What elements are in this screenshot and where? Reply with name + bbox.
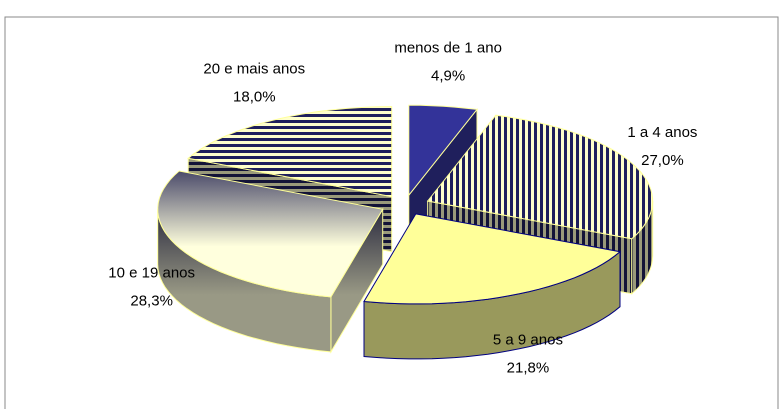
slice <box>408 104 478 197</box>
slice <box>187 106 393 198</box>
value-label: 28,3% <box>130 293 173 310</box>
slice <box>157 170 384 298</box>
category-label: 10 e 19 anos <box>108 265 195 282</box>
category-label: 20 e mais anos <box>203 60 305 77</box>
pie <box>157 104 654 360</box>
value-label: 18,0% <box>233 88 276 105</box>
slice <box>426 114 654 240</box>
category-label: 5 a 9 anos <box>493 331 563 348</box>
value-label: 4,9% <box>431 68 465 85</box>
value-label: 21,8% <box>507 359 550 376</box>
value-label: 27,0% <box>641 152 684 169</box>
category-label: 1 a 4 anos <box>627 124 697 141</box>
slice <box>363 213 622 305</box>
category-label: menos de 1 ano <box>394 40 502 57</box>
